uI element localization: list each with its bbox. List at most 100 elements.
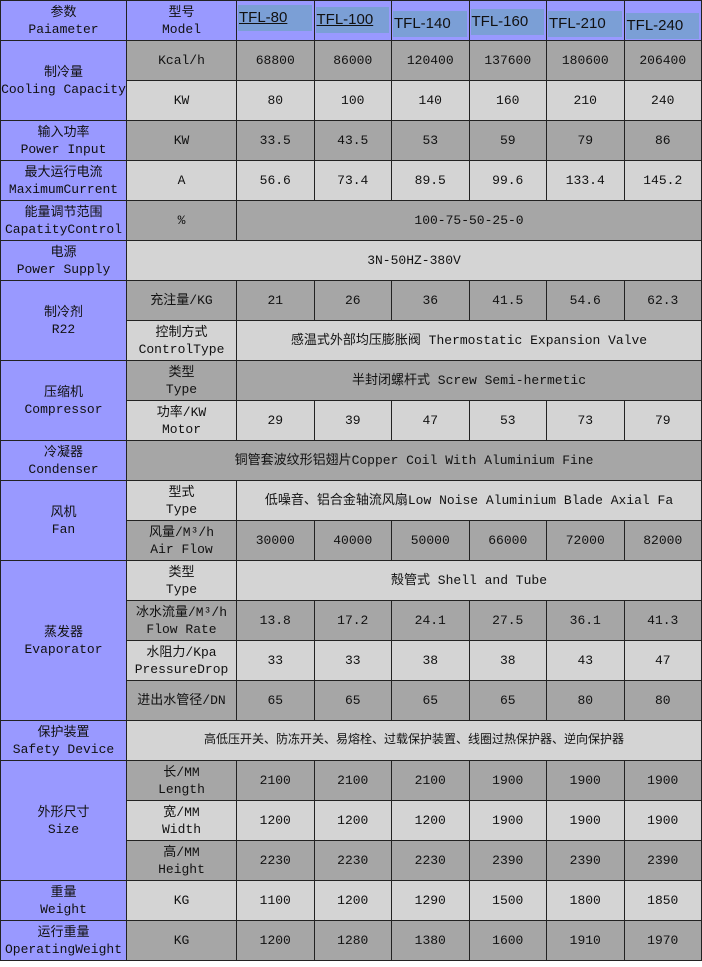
unit-label: % xyxy=(126,200,237,241)
unit-label: 进出水管径/DN xyxy=(126,680,237,721)
model-cn: 型号 xyxy=(168,4,195,20)
table-row: 进出水管径/DN 65 65 65 65 80 80 xyxy=(1,680,702,721)
value-cell: 1900 xyxy=(546,760,625,801)
value-cell: 100 xyxy=(313,80,392,121)
group-label: 保护装置 Safety Device xyxy=(0,720,127,761)
value-cell: 137600 xyxy=(468,40,547,81)
value-cell: 38 xyxy=(468,640,547,681)
table-row: 保护装置 Safety Device 高低压开关、防冻开关、易熔栓、过载保护装置、线… xyxy=(0,720,702,761)
group-label-en: Size xyxy=(47,821,80,837)
value-cell: 1910 xyxy=(546,920,625,961)
unit-text: KG xyxy=(173,933,190,948)
value-cell: 13.8 xyxy=(236,600,315,641)
model-label: TFL-210 xyxy=(548,11,622,37)
unit-label: A xyxy=(126,160,237,201)
value-cell: 36 xyxy=(391,280,470,321)
unit-label: 控制方式 ControlType xyxy=(126,320,237,361)
value-cell: 2100 xyxy=(313,760,392,801)
model-label: TFL-80 xyxy=(238,5,312,31)
unit-text: Height xyxy=(158,861,205,877)
model-label: TFL-240 xyxy=(625,13,699,39)
unit-text: 充注量/KG xyxy=(150,293,213,308)
group-label-cn: 保护装置 xyxy=(37,724,90,740)
table-row: KW 80 100 140 160 210 240 xyxy=(1,80,702,121)
unit-text: 型式 xyxy=(168,484,195,500)
value-cell: 80 xyxy=(546,680,625,721)
model-label: TFL-160 xyxy=(470,9,544,35)
value-cell: 2100 xyxy=(391,760,470,801)
unit-label: 类型 Type xyxy=(126,360,237,401)
spanned-value: 低噪音、铝合金轴流风扇Low Noise Aluminium Blade Axi… xyxy=(236,480,702,521)
value-cell: 89.5 xyxy=(391,160,470,201)
group-label: 制冷量 Cooling Capacity xyxy=(0,40,127,121)
value-cell: 140 xyxy=(391,80,470,121)
group-label-cn: 蒸发器 xyxy=(43,624,83,640)
model-col: TFL-240 xyxy=(623,0,702,41)
unit-text: 冰水流量/M³/h xyxy=(135,604,227,620)
unit-label: KG xyxy=(126,920,237,961)
group-label-cn: 风机 xyxy=(50,504,77,520)
value-cell: 50000 xyxy=(391,520,470,561)
value-cell: 30000 xyxy=(236,520,315,561)
value-cell: 2230 xyxy=(236,840,315,881)
group-label-cn: 电源 xyxy=(50,244,77,260)
value-cell: 79 xyxy=(623,400,702,441)
value-cell: 33 xyxy=(313,640,392,681)
value-cell: 68800 xyxy=(236,40,315,81)
spanned-value: 半封闭螺杆式 Screw Semi-hermetic xyxy=(236,360,702,401)
value-cell: 1800 xyxy=(546,880,625,921)
unit-text: Air Flow xyxy=(150,541,213,557)
group-label-en: Weight xyxy=(40,901,87,917)
value-cell: 38 xyxy=(391,640,470,681)
value-cell: 40000 xyxy=(313,520,392,561)
group-label: 重量 Weight xyxy=(0,880,127,921)
value-cell: 1900 xyxy=(546,800,625,841)
model-label: TFL-100 xyxy=(315,7,389,33)
value-cell: 47 xyxy=(623,640,702,681)
value-cell: 53 xyxy=(391,120,470,161)
value-cell: 1900 xyxy=(623,760,702,801)
value-cell: 65 xyxy=(313,680,392,721)
model-en: Model xyxy=(161,21,201,37)
model-col: TFL-210 xyxy=(546,0,625,41)
value-cell: 1290 xyxy=(391,880,470,921)
value-cell: 210 xyxy=(546,80,625,121)
unit-text: ControlType xyxy=(138,341,225,357)
value-cell: 1850 xyxy=(623,880,702,921)
unit-label: 充注量/KG xyxy=(126,280,237,321)
model-col: TFL-100 xyxy=(313,0,392,41)
unit-text: 宽/MM xyxy=(163,804,200,820)
value-cell: 86 xyxy=(623,120,702,161)
group-label: 电源 Power Supply xyxy=(0,240,127,281)
group-label-cn: 制冷剂 xyxy=(43,304,83,320)
group-label-en: Fan xyxy=(51,521,76,537)
unit-text: Type xyxy=(165,381,198,397)
table-row: 制冷量 Cooling Capacity Kcal/h 68800 86000 12040… xyxy=(0,40,702,121)
value-cell: 43.5 xyxy=(313,120,392,161)
spanned-value: 3N-50HZ-380V xyxy=(126,240,702,281)
unit-text: A xyxy=(177,173,186,188)
unit-label: 型式 Type xyxy=(126,480,237,521)
spanned-value: 高低压开关、防冻开关、易熔栓、过载保护装置、线圈过热保护器、逆向保护器 xyxy=(126,720,702,761)
value-cell: 33.5 xyxy=(236,120,315,161)
unit-text: 进出水管径/DN xyxy=(137,693,226,708)
unit-label: Kcal/h xyxy=(126,40,237,81)
table-row: 电源 Power Supply 3N-50HZ-380V xyxy=(0,240,702,281)
table-row: 能量调节范围 CapatityControl% 100-75-50-25-0 xyxy=(0,200,702,241)
unit-text: 风量/M³/h xyxy=(148,524,214,540)
value-cell: 56.6 xyxy=(236,160,315,201)
value-cell: 1200 xyxy=(236,800,315,841)
table-row: 水阻力/Kpa PressureDrop 33 33 38 38 43 47 xyxy=(1,640,702,681)
unit-text: Motor xyxy=(161,421,201,437)
value-cell: 1900 xyxy=(468,800,547,841)
group-label-cn: 外形尺寸 xyxy=(37,804,90,820)
value-cell: 1900 xyxy=(623,800,702,841)
table-row: 控制方式 ControlType 感温式外部均压膨胀阀 Thermostatic E… xyxy=(1,320,702,361)
unit-label: 高/MM Height xyxy=(126,840,237,881)
value-cell: 145.2 xyxy=(623,160,702,201)
model-col: TFL-80 xyxy=(236,0,315,41)
value-cell: 1200 xyxy=(313,800,392,841)
value-cell: 120400 xyxy=(391,40,470,81)
value-cell: 2390 xyxy=(546,840,625,881)
